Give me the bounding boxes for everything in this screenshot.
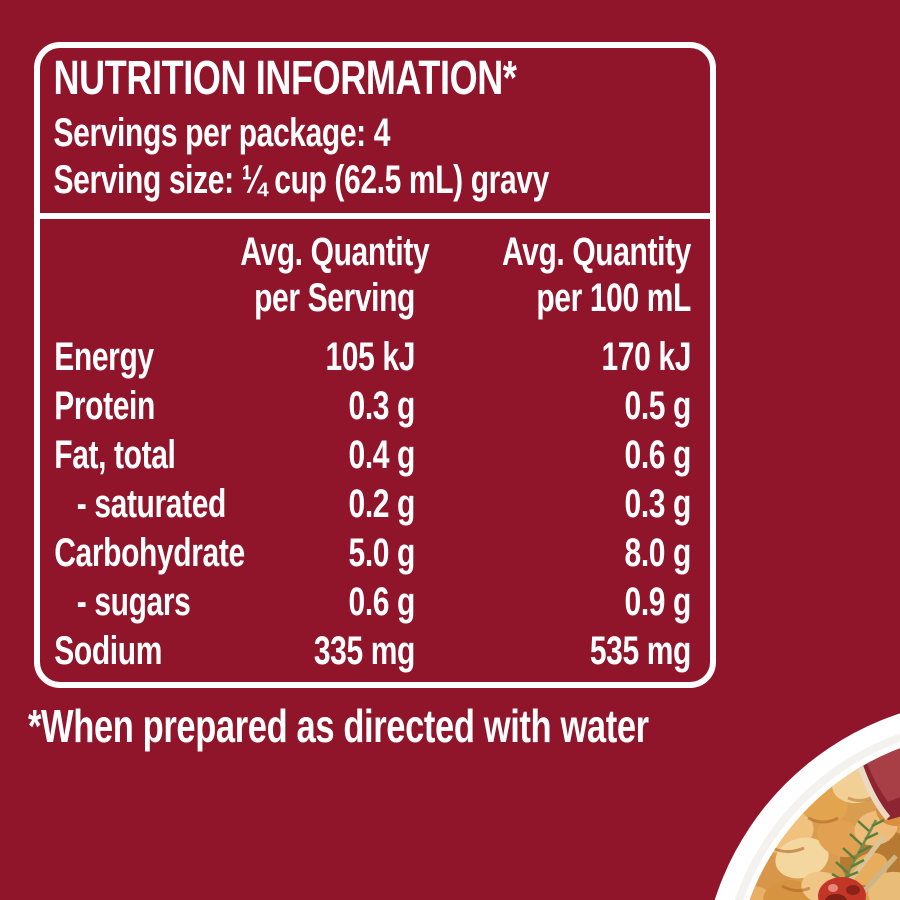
panel-table-wrapper: Avg. Quantity per Serving Avg. Quantity … <box>40 219 710 676</box>
per-100ml-value: 0.3 g <box>624 482 692 526</box>
panel-intro-wrapper: NUTRITION INFORMATION* Servings per pack… <box>40 48 710 213</box>
preparation-footnote: *When prepared as directed with water <box>28 700 649 752</box>
nutrient-label: Energy <box>54 335 154 379</box>
nutrient-label-sub: - sugars <box>76 580 191 624</box>
panel-intro: NUTRITION INFORMATION* Servings per pack… <box>40 48 710 213</box>
per-serving-value: 0.2 g <box>348 482 416 526</box>
rosemary-sprig <box>831 818 885 889</box>
panel-title: NUTRITION INFORMATION* <box>53 52 517 105</box>
nutrient-label: Fat, total <box>54 433 176 477</box>
column-header-line: Avg. Quantity <box>240 230 430 274</box>
food-plate-photo <box>690 690 900 900</box>
per-100ml-value: 535 mg <box>589 629 692 673</box>
header-spacer <box>54 219 240 333</box>
panel-divider <box>40 213 710 219</box>
per-100ml-value: 8.0 g <box>624 531 692 575</box>
column-header-line: Avg. Quantity <box>501 230 691 274</box>
cherry-tomato <box>818 877 866 900</box>
per-serving-value: 5.0 g <box>348 531 416 575</box>
food-plate-illustration <box>714 713 900 900</box>
nutrient-label: Protein <box>54 384 155 428</box>
per-100ml-value: 0.9 g <box>624 580 692 624</box>
per-100ml-value: 170 kJ <box>601 335 691 379</box>
per-serving-value: 0.6 g <box>348 580 416 624</box>
per-100ml-value: 0.5 g <box>624 384 692 428</box>
per-100ml-value: 0.6 g <box>624 433 692 477</box>
nutrient-label: Carbohydrate <box>54 531 245 575</box>
nutrition-panel: NUTRITION INFORMATION* Servings per pack… <box>34 42 716 688</box>
per-serving-value: 335 mg <box>313 629 416 673</box>
column-header-per-100ml: Avg. Quantity per 100 mL <box>415 219 691 333</box>
column-header-line: per 100 mL <box>536 276 691 320</box>
nutrient-label: Sodium <box>54 629 163 673</box>
per-serving-value: 0.3 g <box>348 384 416 428</box>
nutrition-table: Avg. Quantity per Serving Avg. Quantity … <box>40 219 710 676</box>
servings-per-package: Servings per package: 4 <box>53 111 391 155</box>
column-header-line: per Serving <box>254 276 415 320</box>
nutrient-label-sub: - saturated <box>76 482 227 526</box>
per-serving-value: 0.4 g <box>348 433 416 477</box>
serving-size: Serving size: ¼ cup (62.5 mL) gravy <box>53 158 550 202</box>
per-serving-value: 105 kJ <box>325 335 415 379</box>
column-header-per-serving: Avg. Quantity per Serving <box>240 219 430 333</box>
